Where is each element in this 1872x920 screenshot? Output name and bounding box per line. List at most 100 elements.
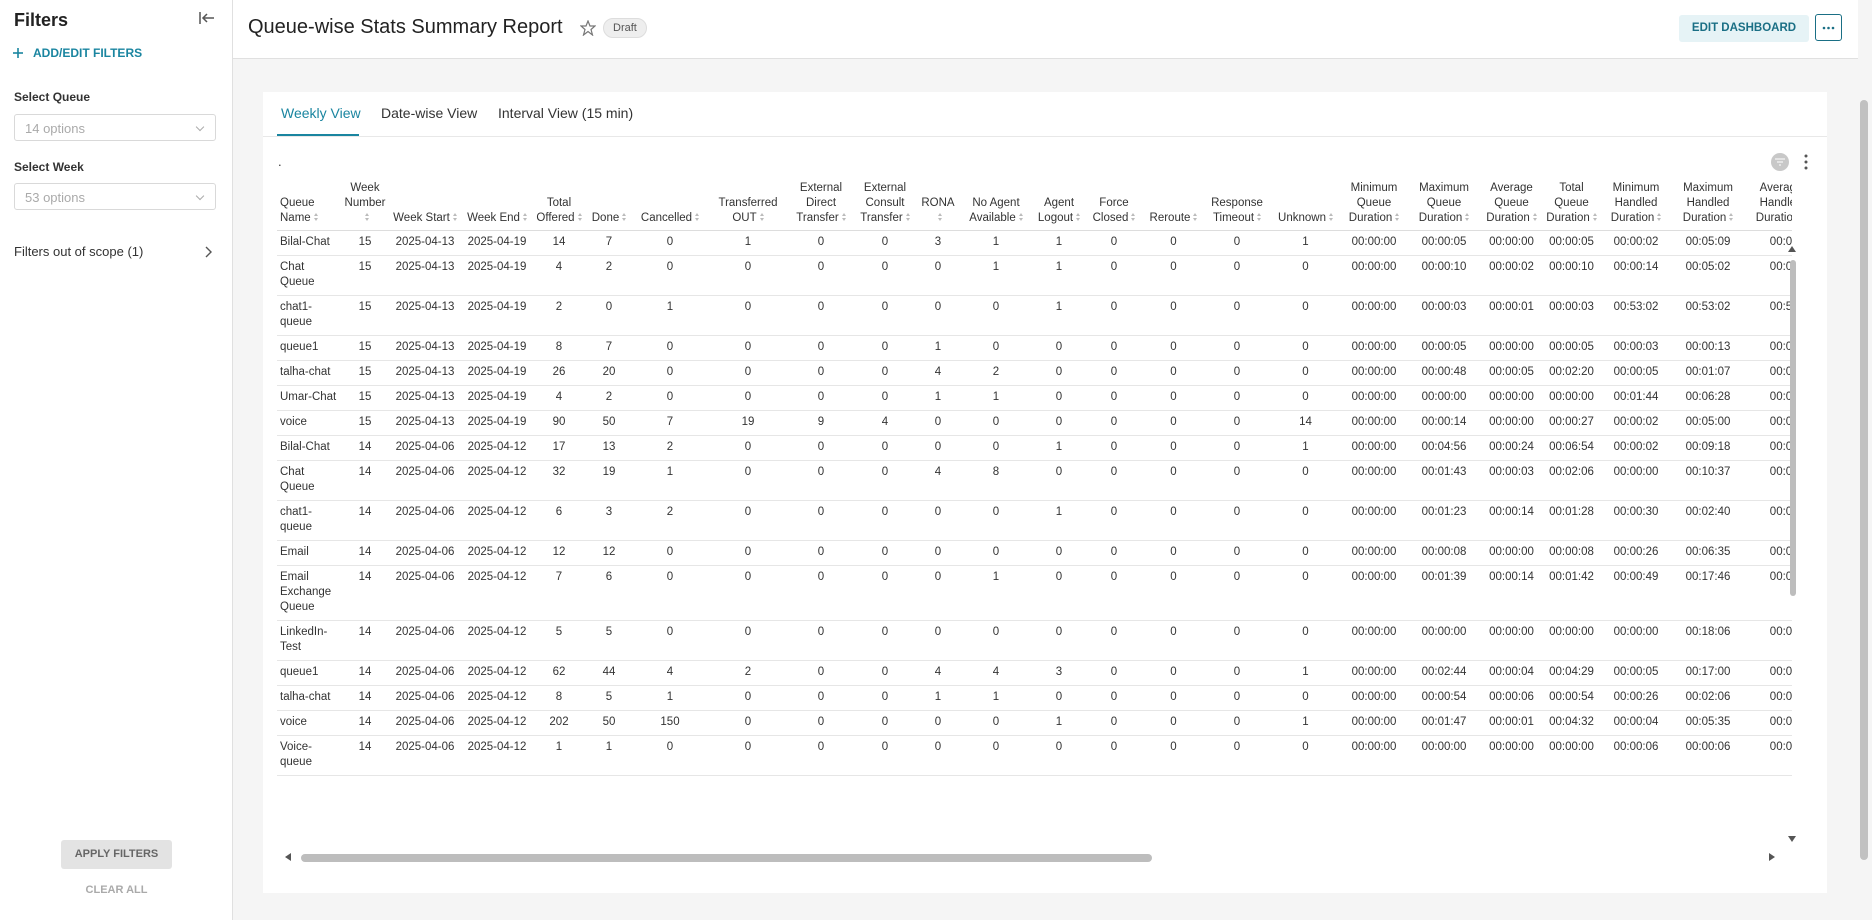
table-cell: 00:00:05: [1601, 661, 1671, 686]
more-button[interactable]: [1815, 14, 1842, 41]
table-cell: 00:00:00: [1341, 436, 1407, 461]
table-cell: 2025-04-06: [389, 566, 461, 621]
collapse-icon[interactable]: [198, 10, 216, 26]
table-cell: 00:00:00: [1481, 336, 1542, 361]
table-cell: 50: [585, 411, 633, 436]
table-cell: 0: [1085, 336, 1143, 361]
table-cell: 8: [533, 686, 585, 711]
queue-name-cell: Email Exchange Queue: [277, 566, 341, 621]
table-cell: 0: [853, 711, 917, 736]
apply-filters-button[interactable]: APPLY FILTERS: [61, 840, 172, 869]
table-cell: 2: [633, 501, 707, 541]
column-header[interactable]: Cancelled: [633, 178, 707, 231]
table-cell: 0: [1085, 501, 1143, 541]
column-header[interactable]: Queue Name: [277, 178, 341, 231]
column-header[interactable]: External Direct Transfer: [789, 178, 853, 231]
column-header[interactable]: Unknown: [1270, 178, 1341, 231]
column-header[interactable]: Response Timeout: [1204, 178, 1270, 231]
table-cell: 00:00:06: [1601, 736, 1671, 776]
table-cell: 1: [917, 686, 959, 711]
vertical-scrollbar[interactable]: [1790, 260, 1796, 596]
tab[interactable]: Date-wise View: [381, 105, 477, 121]
table-cell: 3: [1033, 661, 1085, 686]
table-cell: 4: [917, 661, 959, 686]
scroll-up[interactable]: [1787, 244, 1797, 254]
scroll-left[interactable]: [283, 852, 293, 862]
filter-select[interactable]: 53 options: [14, 183, 216, 210]
table-cell: 00:05:00: [1671, 411, 1745, 436]
table-tools[interactable]: [1770, 152, 1816, 172]
table-cell: 00:53:02: [1601, 296, 1671, 336]
column-header[interactable]: Average Handled Duration: [1745, 178, 1792, 231]
filter-select[interactable]: 14 options: [14, 114, 216, 141]
column-header[interactable]: Week Start: [389, 178, 461, 231]
horizontal-scrollbar[interactable]: [301, 854, 1152, 862]
table-cell: 0: [1085, 296, 1143, 336]
table-cell: 15: [341, 336, 389, 361]
column-header[interactable]: Done: [585, 178, 633, 231]
table-cell: 00:53:02: [1671, 296, 1745, 336]
column-header[interactable]: Agent Logout: [1033, 178, 1085, 231]
table-row: LinkedIn-Test142025-04-062025-04-1255000…: [277, 621, 1792, 661]
table-row: talha-chat142025-04-062025-04-1285100011…: [277, 686, 1792, 711]
column-header[interactable]: External Consult Transfer: [853, 178, 917, 231]
column-header[interactable]: RONA: [917, 178, 959, 231]
add-filters-link[interactable]: ADD/EDIT FILTERS: [33, 46, 142, 60]
column-header[interactable]: Maximum Handled Duration: [1671, 178, 1745, 231]
table-cell: 1: [959, 686, 1033, 711]
column-header[interactable]: Minimum Handled Duration: [1601, 178, 1671, 231]
table-cell: 00:0: [1745, 661, 1792, 686]
column-header[interactable]: Total Offered: [533, 178, 585, 231]
table-cell: 1: [1270, 436, 1341, 461]
table-cell: 00:05:35: [1671, 711, 1745, 736]
table-cell: 0: [1204, 461, 1270, 501]
column-header[interactable]: Week Number: [341, 178, 389, 231]
tab[interactable]: Interval View (15 min): [498, 105, 633, 121]
clear-all-button[interactable]: CLEAR ALL: [61, 884, 172, 896]
column-header-text: No Agent Available: [969, 197, 1019, 224]
column-header[interactable]: Average Queue Duration: [1481, 178, 1542, 231]
table-cell: 0: [959, 296, 1033, 336]
table-cell: 2: [585, 256, 633, 296]
edit-dashboard-button[interactable]: EDIT DASHBOARD: [1679, 15, 1809, 42]
table-cell: 1: [1270, 711, 1341, 736]
column-header[interactable]: Maximum Queue Duration: [1407, 178, 1481, 231]
tab[interactable]: Weekly View: [281, 105, 361, 121]
table-cell: 00:00:03: [1601, 336, 1671, 361]
table-cell: 0: [633, 256, 707, 296]
table-cell: 00:0: [1745, 361, 1792, 386]
table-cell: 0: [1143, 686, 1204, 711]
column-header[interactable]: Week End: [461, 178, 533, 231]
table-cell: 14: [533, 231, 585, 256]
scroll-down[interactable]: [1787, 834, 1797, 844]
table-cell: 00:00:05: [1407, 336, 1481, 361]
table-cell: 00:0: [1745, 461, 1792, 501]
table-cell: 0: [789, 461, 853, 501]
column-header[interactable]: No Agent Available: [959, 178, 1033, 231]
table-cell: 1: [633, 686, 707, 711]
table-cell: 0: [707, 501, 789, 541]
table-row: Email Exchange Queue142025-04-062025-04-…: [277, 566, 1792, 621]
table-cell: 0: [633, 336, 707, 361]
table-cell: 00:17:46: [1671, 566, 1745, 621]
column-header[interactable]: Minimum Queue Duration: [1341, 178, 1407, 231]
table-cell: 14: [341, 621, 389, 661]
favorite-star[interactable]: [580, 20, 596, 36]
column-header[interactable]: Reroute: [1143, 178, 1204, 231]
table-row: Chat Queue142025-04-062025-04-1232191000…: [277, 461, 1792, 501]
table-cell: 0: [1270, 386, 1341, 411]
table-cell: 0: [1204, 501, 1270, 541]
column-header[interactable]: Total Queue Duration: [1542, 178, 1601, 231]
out-of-scope-toggle[interactable]: Filters out of scope (1): [14, 244, 143, 259]
table-cell: 0: [853, 256, 917, 296]
table-cell: 00:00:00: [1341, 256, 1407, 296]
column-header[interactable]: Force Closed: [1085, 178, 1143, 231]
page-scrollbar[interactable]: [1860, 100, 1868, 860]
queue-name-cell: Umar-Chat: [277, 386, 341, 411]
table-cell: 0: [959, 621, 1033, 661]
scroll-right[interactable]: [1767, 852, 1777, 862]
table-cell: 0: [789, 661, 853, 686]
table-cell: 00:0: [1745, 736, 1792, 776]
table-cell: 0: [853, 436, 917, 461]
column-header[interactable]: Transferred OUT: [707, 178, 789, 231]
